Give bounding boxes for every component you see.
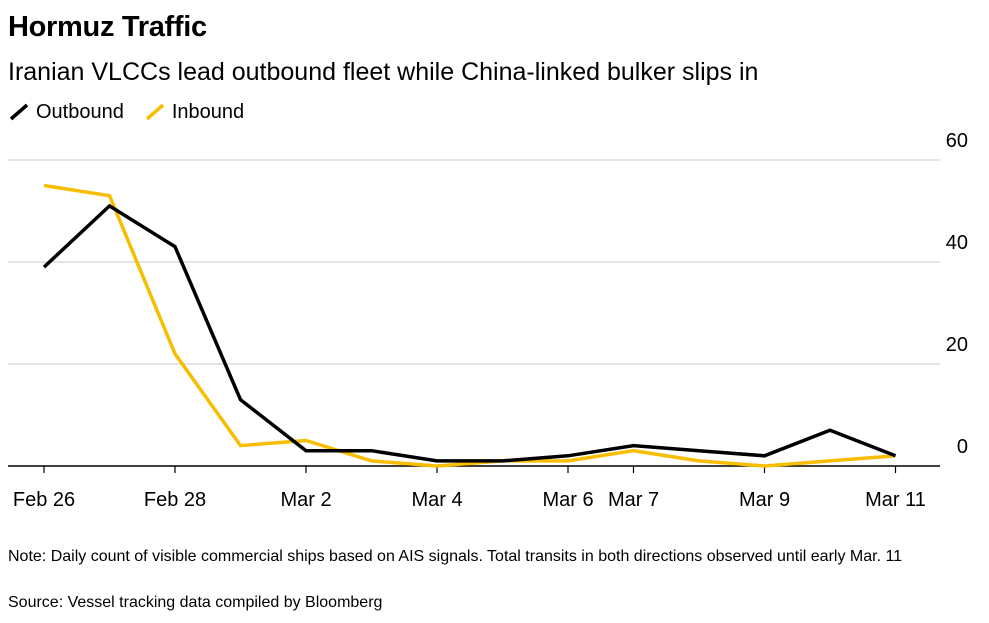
y-tick-label-0: 0 [957, 436, 968, 458]
legend-label-outbound: Outbound [36, 100, 124, 123]
series-line-inbound [43, 183, 896, 468]
x-tick-label-mar-6: Mar 6 [542, 489, 593, 511]
line-chart: 0 20 40 60 Feb 26 Feb 28 Mar 2 Mar 4 Mar 6 Mar 7 M… [8, 130, 968, 511]
legend-swatch-inbound [145, 103, 165, 121]
x-tick-label-mar-9: Mar 9 [739, 489, 790, 511]
chart-title: Hormuz Traffic [8, 11, 207, 43]
x-tick-label-mar-7: Mar 7 [608, 489, 659, 511]
series-line-outbound [42, 203, 897, 463]
x-tick-label-feb-28: Feb 28 [144, 489, 206, 511]
chart-subtitle: Iranian VLCCs lead outbound fleet while … [8, 58, 759, 86]
y-tick-label-20: 20 [946, 334, 968, 356]
chart-legend: Outbound Inbound [8, 98, 264, 126]
legend-label-inbound: Inbound [171, 100, 245, 123]
x-tick-label-mar-11: Mar 11 [865, 489, 926, 511]
y-tick-label-40: 40 [946, 232, 968, 254]
legend-swatch-outbound [9, 103, 29, 121]
chart-note: Note: Daily count of visible commercial … [8, 548, 903, 565]
chart-source: Source: Vessel tracking data compiled by… [8, 594, 383, 611]
x-tick-label-mar-4: Mar 4 [411, 489, 462, 511]
legend-item-inbound: Inbound [144, 101, 244, 124]
y-tick-label-60: 60 [946, 130, 968, 152]
legend-item-outbound: Outbound [8, 101, 124, 124]
x-tick-label-mar-2: Mar 2 [280, 489, 331, 511]
x-tick-label-feb-26: Feb 26 [13, 489, 75, 511]
